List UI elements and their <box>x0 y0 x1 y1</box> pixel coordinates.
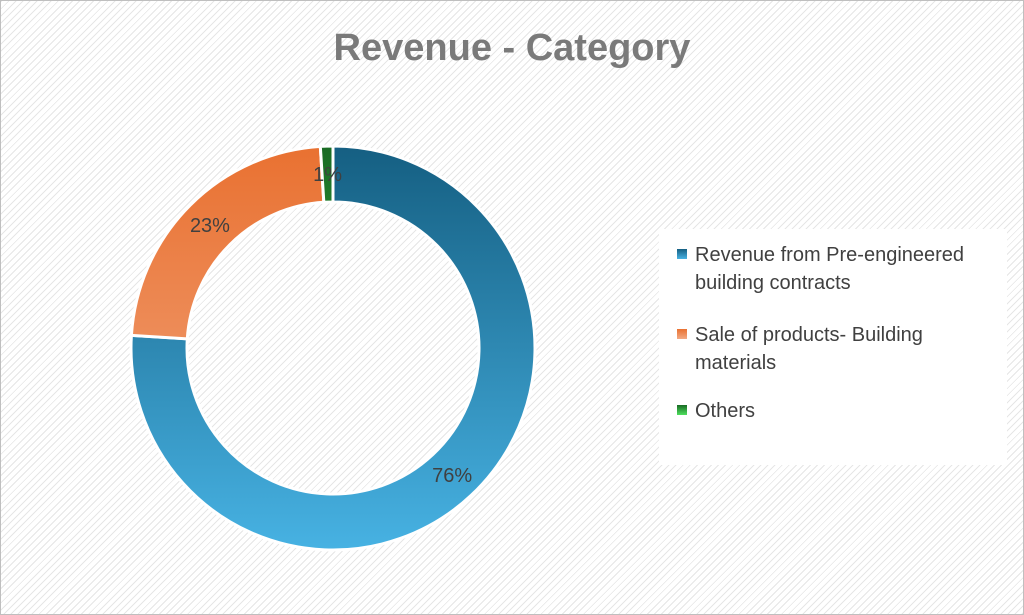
legend-item-others: Others <box>677 397 997 425</box>
data-label-others: 1% <box>313 164 342 186</box>
legend-swatch-blue <box>677 249 687 259</box>
legend-item-building-materials: Sale of products- Building materials <box>677 321 997 377</box>
slice-building-materials <box>129 144 326 341</box>
legend-swatch-orange <box>677 329 687 339</box>
legend-item-pre-engineered: Revenue from Pre-engineered building con… <box>677 241 997 297</box>
data-label-building-materials: 23% <box>190 215 230 237</box>
legend-swatch-green <box>677 405 687 415</box>
slice-others <box>318 144 335 204</box>
legend-label: Revenue from Pre-engineered building con… <box>695 244 965 294</box>
data-label-pre-engineered: 76% <box>432 465 472 487</box>
chart-title: Revenue - Category <box>333 27 691 69</box>
slice-pre-engineered <box>129 144 537 552</box>
legend-label: Sale of products- Building materials <box>695 324 923 374</box>
legend: Revenue from Pre-engineered building con… <box>659 229 1007 465</box>
legend-label: Others <box>695 400 756 422</box>
